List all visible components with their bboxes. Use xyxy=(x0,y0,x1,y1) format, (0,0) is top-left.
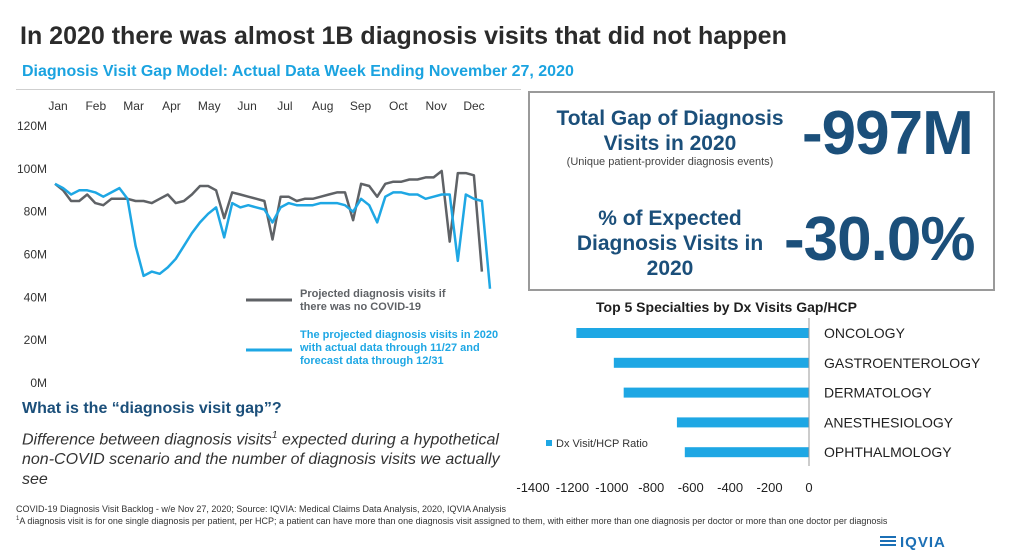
category-label: ANESTHESIOLOGY xyxy=(824,414,954,430)
bar-legend-label: Dx Visit/HCP Ratio xyxy=(556,438,648,450)
bar-x-tick-label: -200 xyxy=(757,480,783,495)
logo-mark-icon xyxy=(880,536,896,548)
footnote-source: COVID-19 Diagnosis Visit Backlog - w/e N… xyxy=(16,504,507,514)
legend-label-line: with actual data through 11/27 and xyxy=(299,342,480,354)
legend-label-line: The projected diagnosis visits in 2020 xyxy=(300,329,498,341)
x-tick-label: Jun xyxy=(237,99,256,113)
bar xyxy=(676,417,809,428)
logo-text: IQVIA xyxy=(900,534,946,551)
legend-label: The projected diagnosis visits in 2020 wi… xyxy=(299,329,498,367)
gap-definition-footnote-mark: 1 xyxy=(271,430,278,441)
total-gap-sublabel: (Unique patient-provider diagnosis event… xyxy=(566,156,774,168)
x-tick-label: Jul xyxy=(277,99,292,113)
x-tick-label: Jan xyxy=(48,99,67,113)
gap-definition-text: Difference between diagnosis visits xyxy=(22,431,272,449)
y-tick-label: 40M xyxy=(24,290,47,304)
bar xyxy=(623,387,809,398)
x-tick-label: Nov xyxy=(426,99,447,113)
y-tick-label: 120M xyxy=(17,119,47,133)
x-tick-label: Mar xyxy=(123,99,144,113)
bar xyxy=(576,328,809,338)
bar-x-tick-label: -800 xyxy=(638,480,664,495)
category-label: GASTROENTEROLOGY xyxy=(824,355,981,371)
gap-question: What is the “diagnosis visit gap”? xyxy=(22,400,282,417)
x-tick-label: Dec xyxy=(463,99,484,113)
series-line-projected xyxy=(54,169,484,272)
legend-label: Projected diagnosis visits if there was n… xyxy=(300,288,446,313)
iqvia-logo: IQVIA xyxy=(880,534,946,551)
footnote-definition-text: A diagnosis visit is for one single diag… xyxy=(19,516,888,526)
x-tick-label: Feb xyxy=(85,99,106,113)
category-label: DERMATOLOGY xyxy=(824,385,932,401)
x-tick-label: Sep xyxy=(350,99,372,113)
y-tick-label: 60M xyxy=(24,248,47,262)
legend-label-line: Projected diagnosis visits if xyxy=(300,288,446,300)
gap-definition-text-rest: expected during a hypothetical non-COVID… xyxy=(22,431,500,489)
total-gap-value: -997M xyxy=(802,99,974,168)
bar-x-tick-label: -1000 xyxy=(595,480,628,495)
series-line-actual xyxy=(54,182,492,289)
pct-expected-label: % of Expected Diagnosis Visits in 2020 xyxy=(576,207,764,280)
bar xyxy=(613,357,809,368)
bar-x-tick-label: -1200 xyxy=(556,480,589,495)
y-tick-label: 0M xyxy=(30,376,47,390)
gap-definition: Difference between diagnosis visits1 exp… xyxy=(22,426,502,490)
x-tick-label: May xyxy=(198,99,221,113)
x-tick-label: Aug xyxy=(312,99,333,113)
bar-legend-swatch xyxy=(546,440,552,446)
x-tick-label: Apr xyxy=(162,99,181,113)
footnote-definition: 1A diagnosis visit is for one single dia… xyxy=(16,516,887,526)
bar-x-tick-label: -600 xyxy=(678,480,704,495)
total-gap-label: Total Gap of Diagnosis Visits in 2020 xyxy=(556,107,784,155)
kpi-box xyxy=(528,91,995,291)
bar-x-tick-label: -400 xyxy=(717,480,743,495)
bar-x-tick-label: 0 xyxy=(805,480,812,495)
legend-label-line: there was no COVID-19 xyxy=(300,301,421,313)
category-label: ONCOLOGY xyxy=(824,325,906,341)
y-tick-label: 80M xyxy=(24,205,47,219)
x-tick-label: Oct xyxy=(389,99,408,113)
legend-label-line: forecast data through 12/31 xyxy=(300,355,444,367)
pct-expected-value: -30.0% xyxy=(784,205,975,274)
footnote-definition-mark: 1 xyxy=(16,516,20,522)
page-title: In 2020 there was almost 1B diagnosis vi… xyxy=(20,22,787,50)
bar-x-tick-label: -1400 xyxy=(516,480,549,495)
page-subtitle: Diagnosis Visit Gap Model: Actual Data W… xyxy=(22,63,574,80)
title-divider xyxy=(16,89,521,90)
y-tick-label: 20M xyxy=(24,333,47,347)
bar xyxy=(684,447,809,458)
category-label: OPHTHALMOLOGY xyxy=(824,444,952,460)
bar-chart-title: Top 5 Specialties by Dx Visits Gap/HCP xyxy=(596,299,857,315)
y-tick-label: 100M xyxy=(17,162,47,176)
